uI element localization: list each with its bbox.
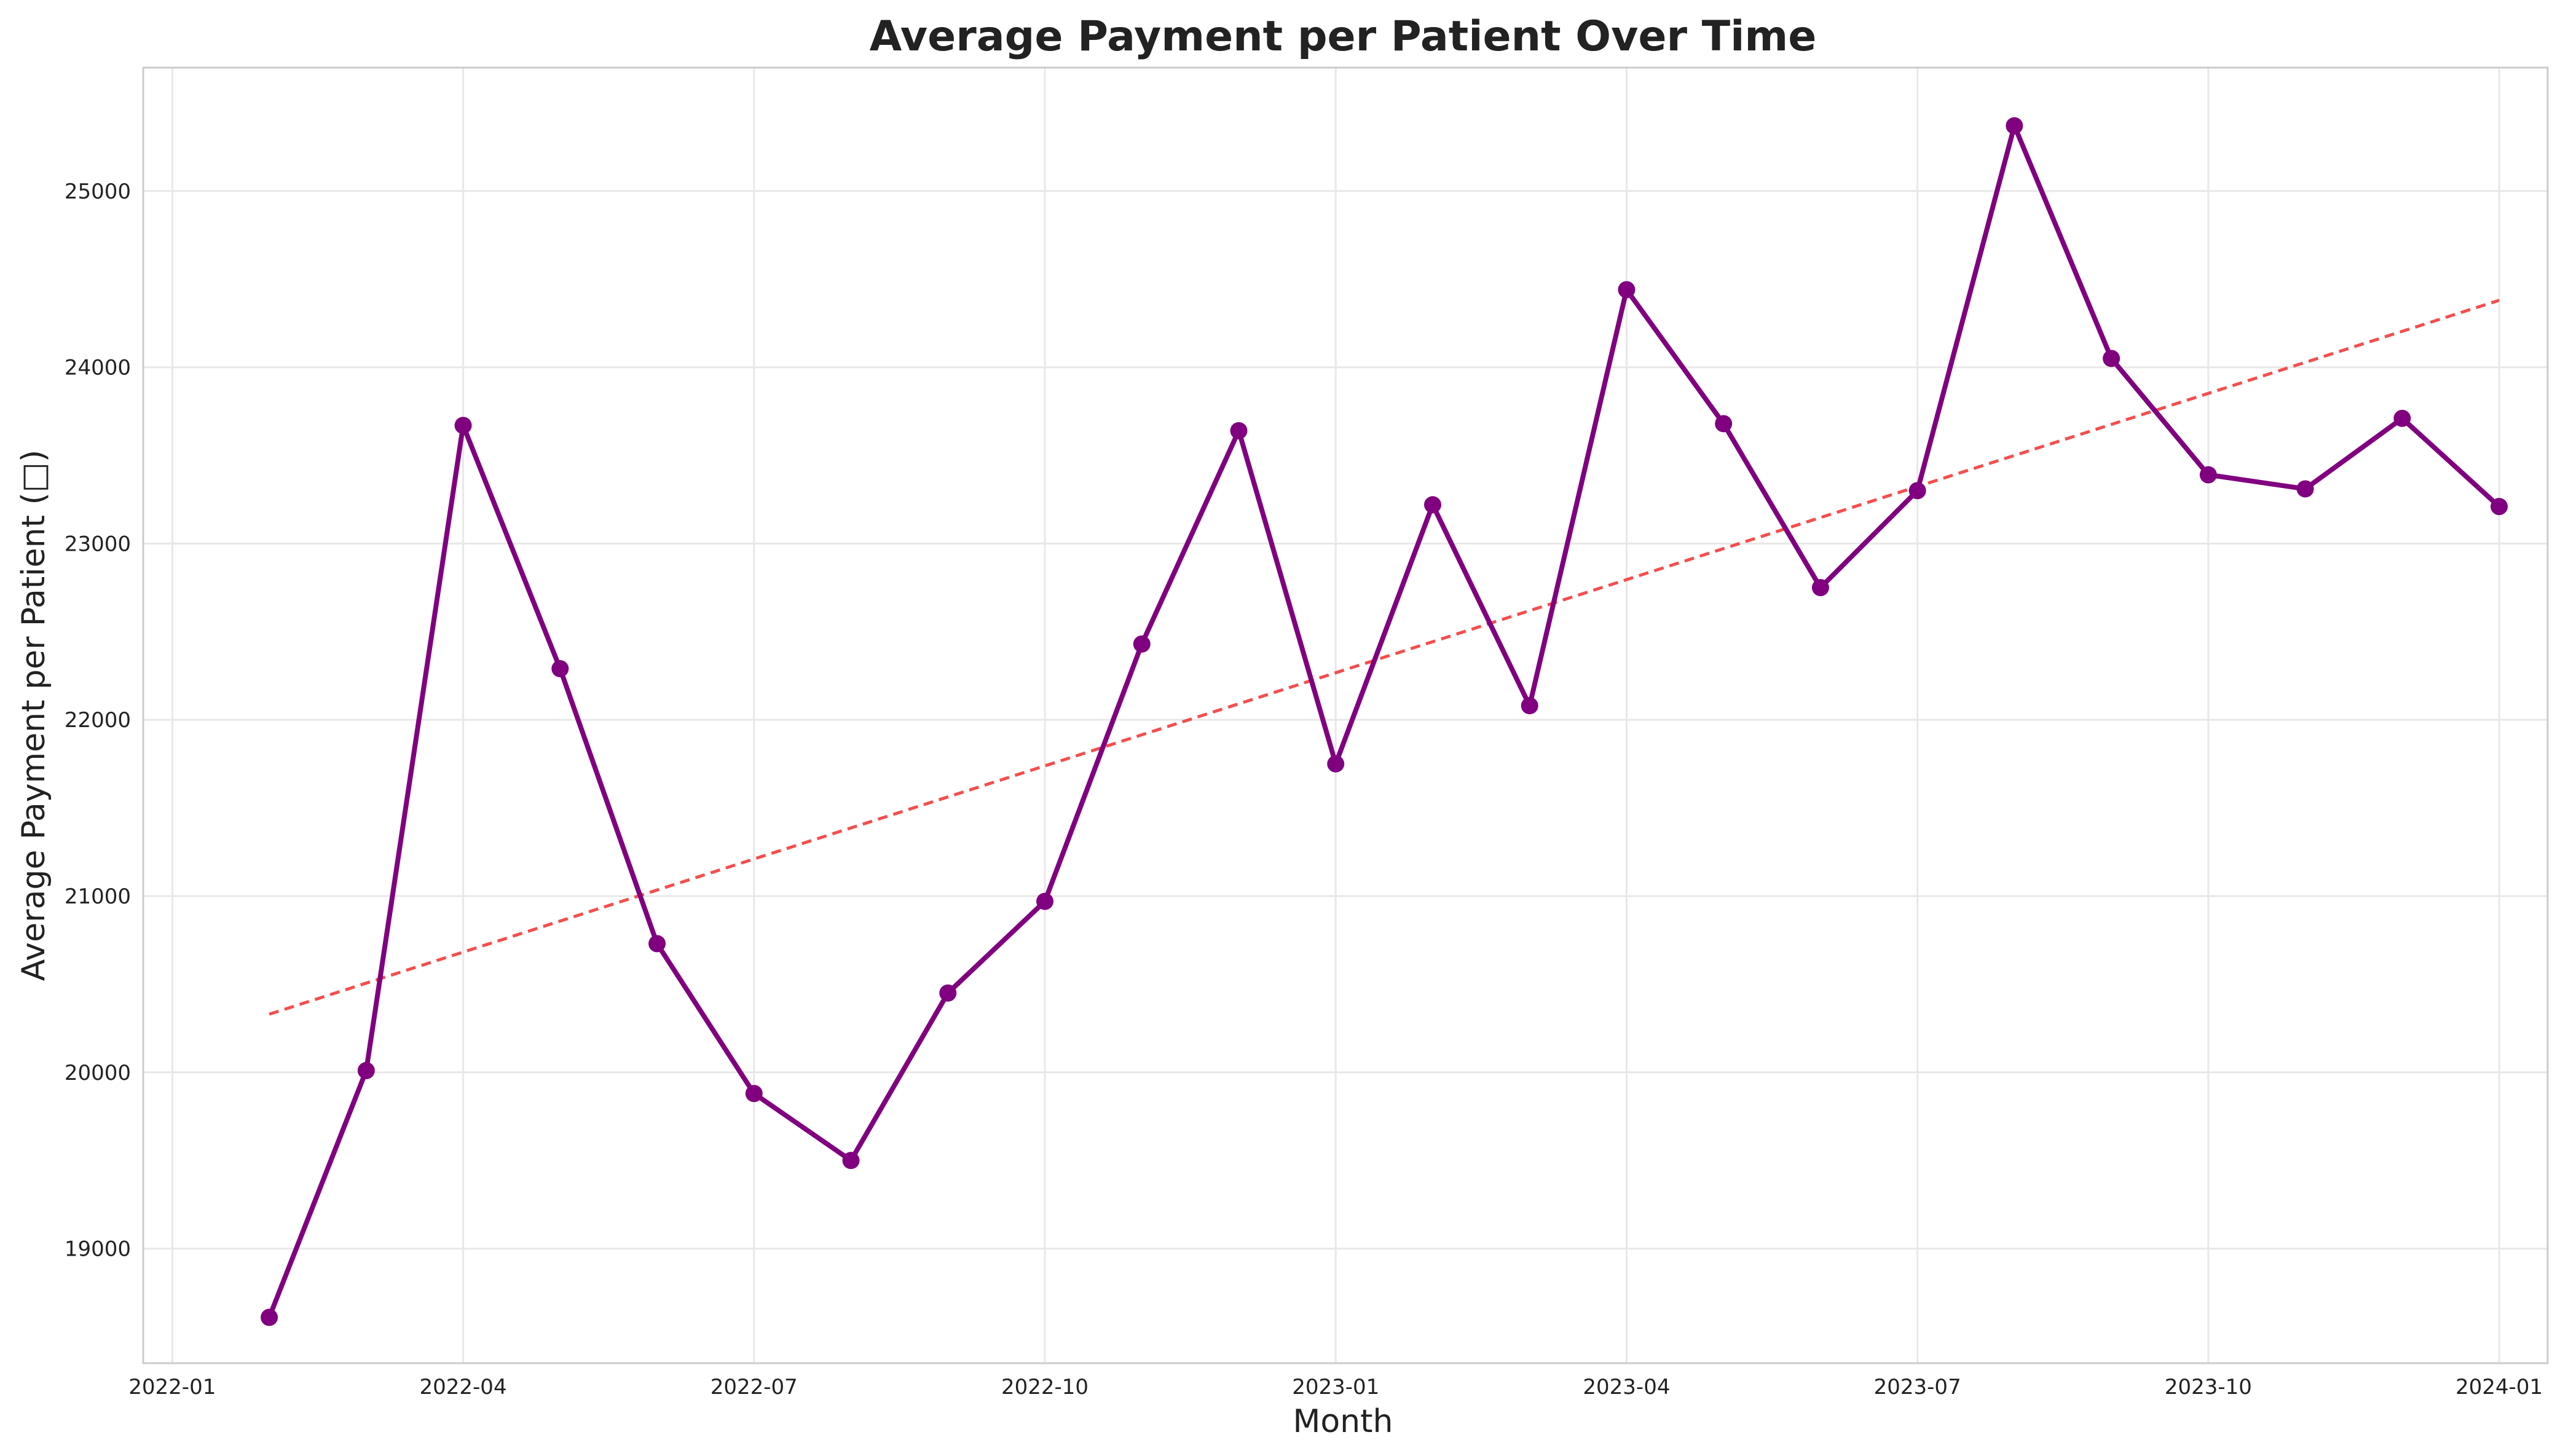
data-point <box>745 1085 763 1103</box>
data-point <box>1327 755 1345 773</box>
data-point <box>454 417 472 435</box>
data-point <box>1423 496 1441 514</box>
y-tick-labels: 19000 20000 21000 22000 23000 24000 25000 <box>65 179 131 1262</box>
data-point <box>2296 480 2314 498</box>
y-tick-label: 20000 <box>65 1061 131 1085</box>
y-tick-label: 19000 <box>65 1237 131 1262</box>
data-point <box>1715 415 1733 433</box>
data-point <box>1908 482 1926 500</box>
y-tick-label: 23000 <box>65 532 131 556</box>
x-tick-label: 2022-07 <box>711 1375 798 1399</box>
y-tick-label: 22000 <box>65 708 131 733</box>
x-tick-labels: 2022-01 2022-04 2022-07 2022-10 2023-01 2023-… <box>128 1375 2543 1399</box>
chart-title: Average Payment per Patient Over Time <box>870 12 1817 61</box>
x-tick-label: 2023-10 <box>2165 1375 2252 1399</box>
x-tick-label: 2022-10 <box>1001 1375 1089 1399</box>
y-tick-label: 21000 <box>65 884 131 909</box>
data-point <box>2103 350 2120 368</box>
data-point <box>1133 635 1151 653</box>
series-line <box>267 123 2502 1320</box>
data-point <box>261 1308 278 1326</box>
data-point <box>2393 409 2411 427</box>
data-point <box>1618 281 1636 299</box>
data-point <box>2199 466 2217 484</box>
plot-frame <box>142 66 2549 1364</box>
data-point <box>551 659 569 677</box>
x-axis-title: Month <box>1293 1403 1393 1440</box>
x-tick-label: 2023-07 <box>1874 1375 1961 1399</box>
x-tick-label: 2024-01 <box>2455 1375 2543 1399</box>
data-point <box>648 935 666 953</box>
x-tick-label: 2023-01 <box>1292 1375 1379 1399</box>
markers-group <box>261 117 2508 1326</box>
x-tick-label: 2023-04 <box>1583 1375 1670 1399</box>
data-point <box>1811 579 1829 597</box>
data-point <box>842 1152 860 1170</box>
series-group <box>267 123 2502 1320</box>
data-point <box>1230 422 1248 439</box>
y-tick-label: 25000 <box>65 179 131 204</box>
data-point <box>2490 498 2508 516</box>
data-point <box>357 1061 375 1079</box>
y-axis-title: Average Payment per Patient (□) <box>15 450 52 981</box>
x-tick-label: 2022-04 <box>420 1375 507 1399</box>
x-tick-label: 2022-01 <box>128 1375 216 1399</box>
data-point <box>1036 892 1053 910</box>
data-point <box>2006 117 2023 135</box>
data-point <box>939 984 957 1002</box>
y-tick-label: 24000 <box>65 356 131 380</box>
data-point <box>1521 697 1538 715</box>
